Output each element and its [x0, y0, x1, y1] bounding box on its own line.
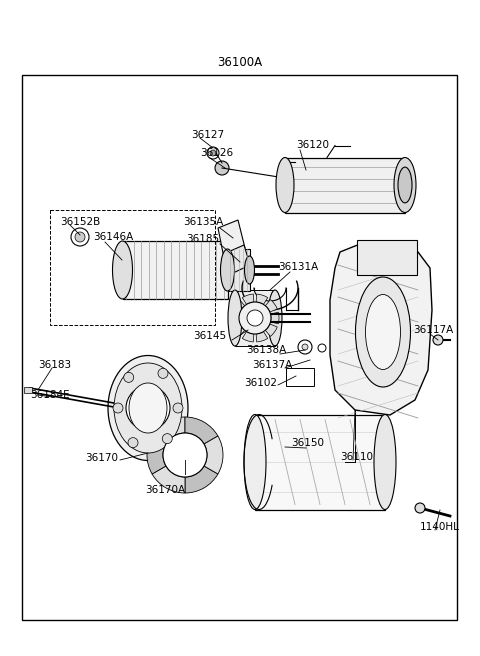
Ellipse shape [268, 290, 282, 346]
Text: 36152B: 36152B [60, 217, 100, 227]
Wedge shape [242, 331, 254, 342]
Wedge shape [152, 466, 185, 493]
Ellipse shape [108, 356, 188, 461]
Text: 1140HL: 1140HL [420, 522, 460, 532]
Bar [22, 75, 457, 620]
Wedge shape [233, 324, 245, 337]
Polygon shape [330, 242, 432, 415]
Ellipse shape [374, 415, 396, 510]
Wedge shape [231, 312, 240, 324]
Text: 36150: 36150 [291, 438, 324, 448]
Text: 36117A: 36117A [413, 325, 453, 335]
Ellipse shape [276, 157, 294, 213]
Polygon shape [218, 220, 245, 258]
Ellipse shape [112, 241, 132, 299]
Wedge shape [152, 417, 185, 444]
Circle shape [128, 438, 138, 447]
Text: 36183: 36183 [38, 360, 71, 370]
Text: 36170A: 36170A [145, 485, 185, 495]
Text: 36131A: 36131A [278, 262, 318, 272]
Circle shape [173, 403, 183, 413]
Circle shape [433, 335, 443, 345]
Wedge shape [233, 300, 245, 312]
Circle shape [113, 403, 123, 413]
Circle shape [215, 161, 229, 175]
Text: 36120: 36120 [296, 140, 329, 150]
Text: 36137A: 36137A [252, 360, 292, 370]
Circle shape [75, 232, 85, 242]
Circle shape [162, 434, 172, 443]
Circle shape [207, 147, 219, 159]
Text: 36126: 36126 [200, 148, 233, 158]
Text: 36170: 36170 [85, 453, 118, 463]
Ellipse shape [114, 363, 182, 453]
Bar [50, 210, 215, 325]
Bar [228, 249, 250, 291]
Ellipse shape [244, 256, 254, 284]
Wedge shape [204, 436, 223, 474]
Wedge shape [185, 466, 218, 493]
Ellipse shape [220, 249, 235, 291]
Text: 36146A: 36146A [93, 232, 133, 242]
Text: 36110: 36110 [340, 452, 373, 462]
Text: 36102: 36102 [244, 378, 277, 388]
Circle shape [239, 302, 271, 334]
Circle shape [298, 340, 312, 354]
Ellipse shape [365, 295, 400, 369]
Ellipse shape [356, 277, 410, 387]
Wedge shape [271, 312, 279, 324]
Ellipse shape [394, 157, 416, 213]
Circle shape [158, 369, 168, 379]
Bar [235, 290, 275, 346]
Polygon shape [228, 245, 250, 273]
Wedge shape [147, 436, 166, 474]
Bar [357, 240, 417, 275]
Bar [286, 368, 314, 386]
Bar [122, 241, 228, 299]
Wedge shape [265, 300, 277, 312]
Circle shape [415, 503, 425, 513]
Circle shape [126, 386, 170, 430]
Wedge shape [265, 324, 277, 337]
Text: 36145: 36145 [193, 331, 226, 341]
Bar [255, 415, 385, 510]
Ellipse shape [244, 415, 266, 510]
Ellipse shape [398, 167, 412, 203]
Text: 36100A: 36100A [217, 56, 263, 68]
Wedge shape [185, 417, 218, 444]
Circle shape [124, 373, 134, 382]
Circle shape [210, 150, 216, 156]
Ellipse shape [228, 290, 242, 346]
Text: 36135A: 36135A [183, 217, 223, 227]
Text: 36138A: 36138A [246, 345, 286, 355]
Wedge shape [256, 294, 268, 304]
Circle shape [302, 344, 308, 350]
Bar [24, 387, 32, 393]
Ellipse shape [129, 383, 167, 433]
Circle shape [247, 310, 263, 326]
Circle shape [318, 344, 326, 352]
Circle shape [163, 433, 207, 477]
Wedge shape [256, 331, 268, 342]
Text: 36127: 36127 [191, 130, 224, 140]
Wedge shape [242, 294, 254, 304]
Text: 36185: 36185 [186, 234, 219, 244]
Text: 36184E: 36184E [30, 390, 70, 400]
Circle shape [71, 228, 89, 246]
Bar [285, 157, 405, 213]
